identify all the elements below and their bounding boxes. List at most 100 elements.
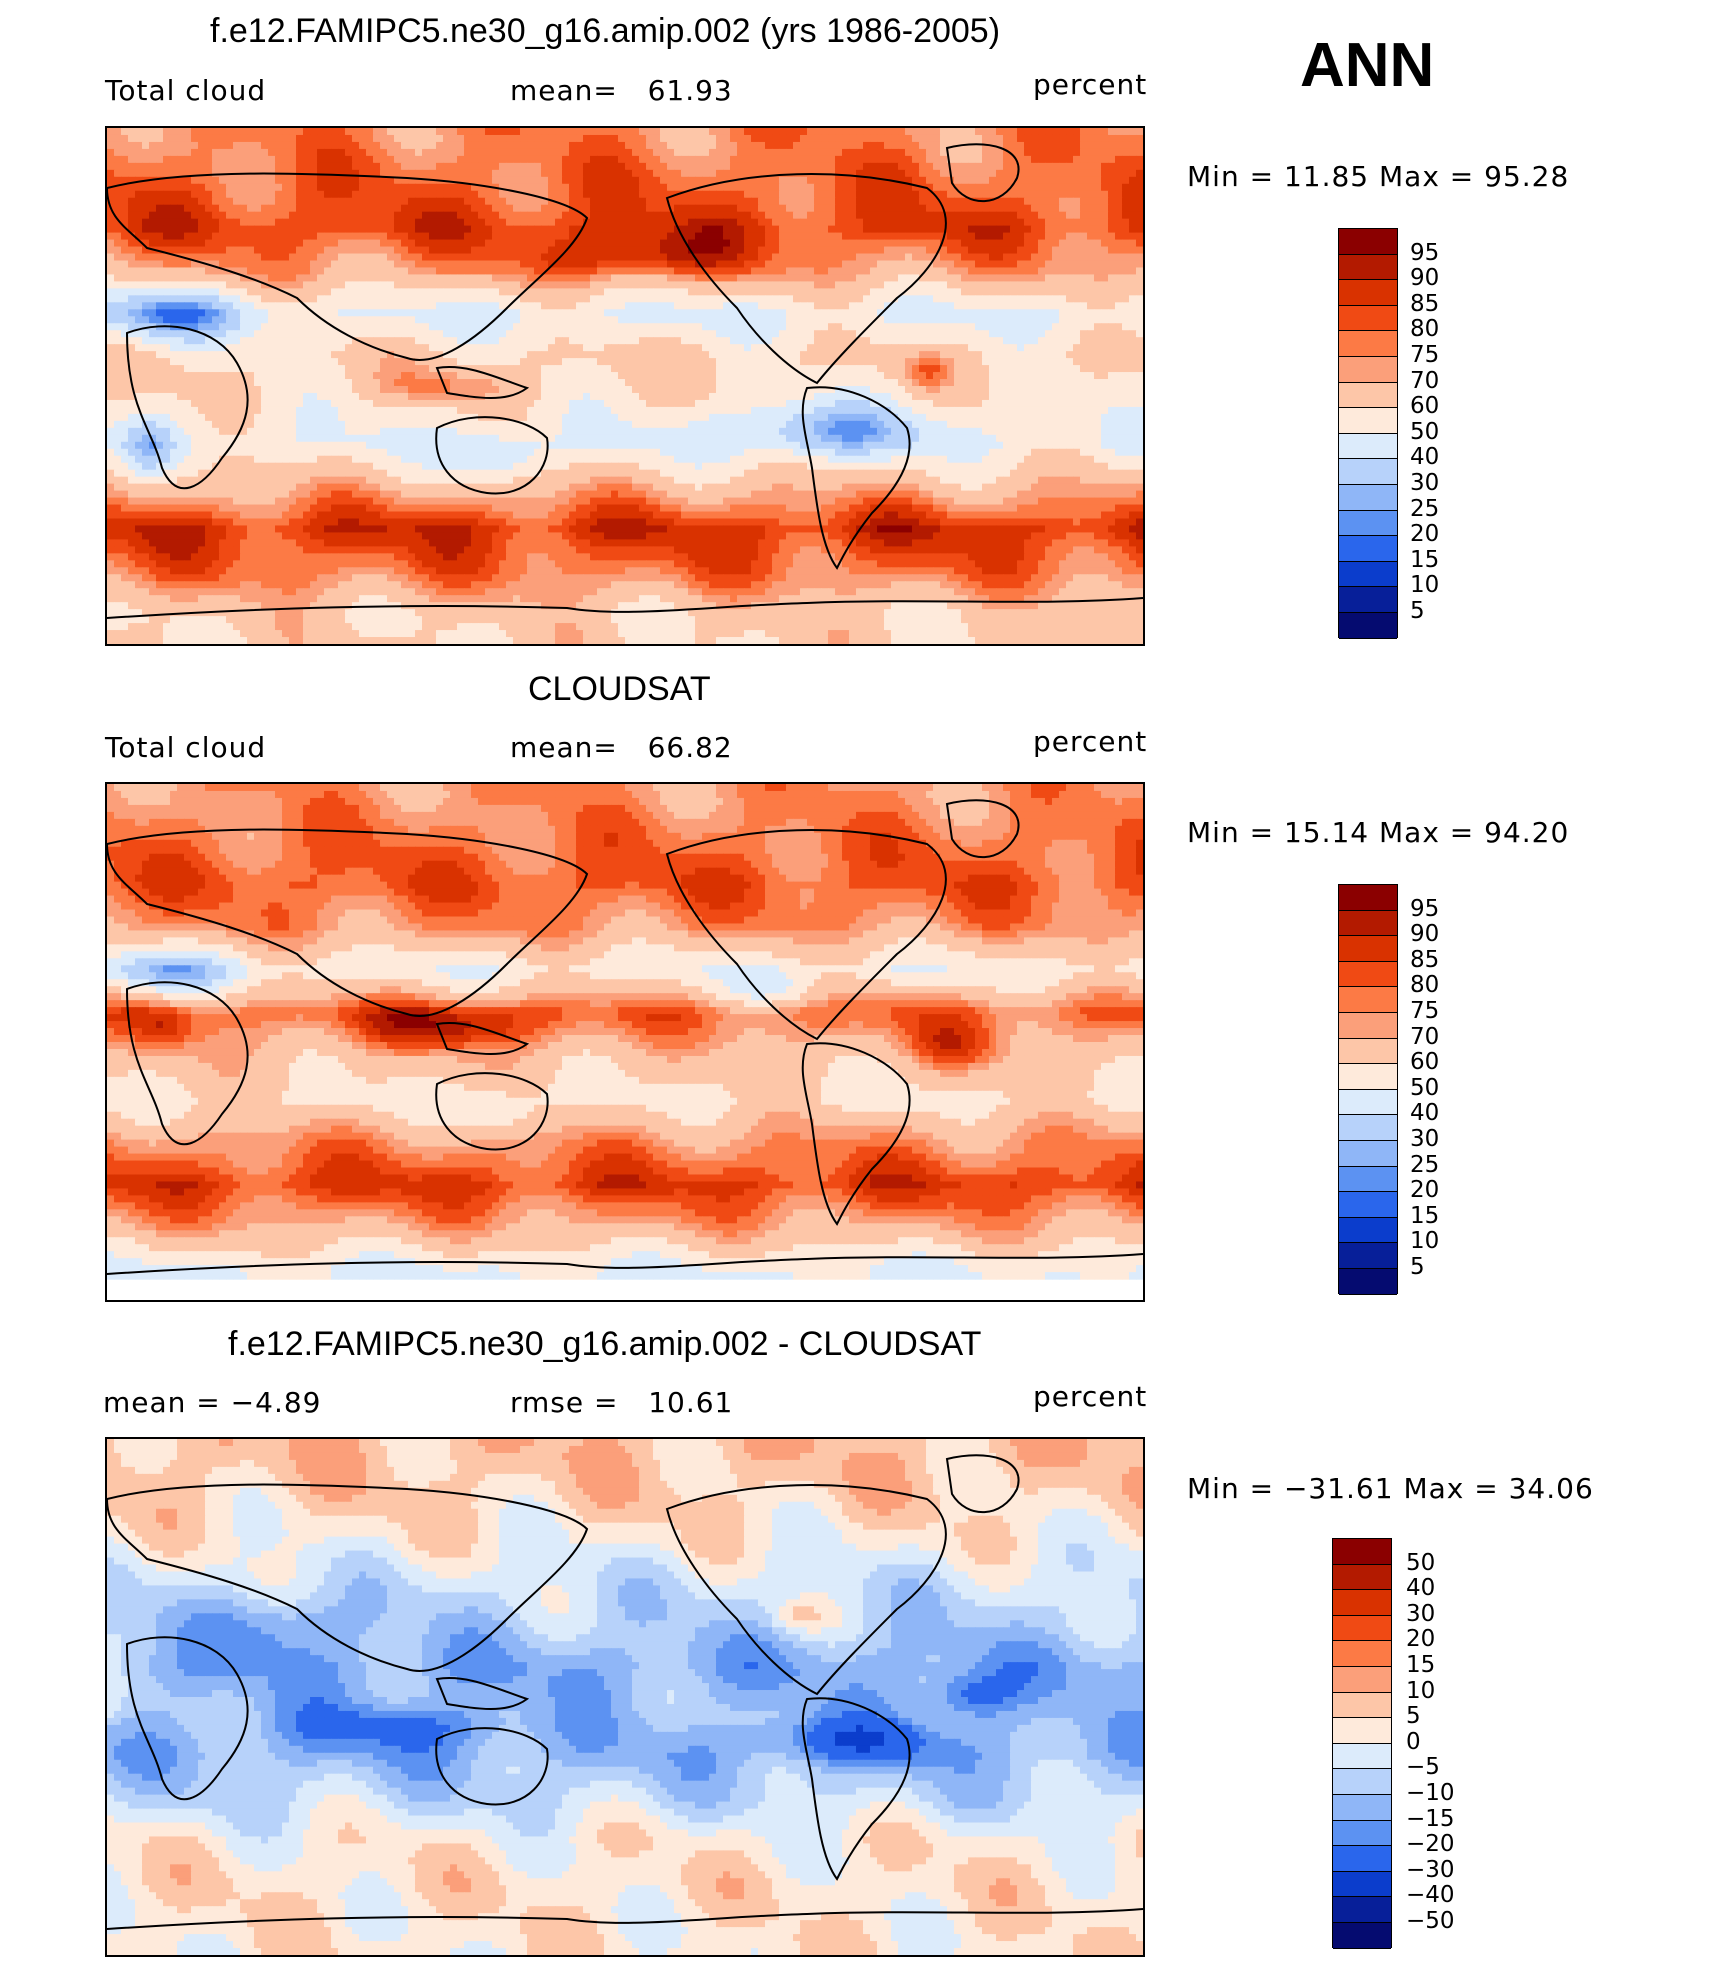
contour-cell xyxy=(996,274,1004,282)
contour-cell xyxy=(996,148,1004,157)
contour-cell xyxy=(121,176,129,185)
contour-cell xyxy=(254,253,262,262)
contour-cell xyxy=(758,232,766,241)
contour-cell xyxy=(1073,316,1081,324)
contour-cell xyxy=(401,148,409,157)
contour-cell xyxy=(1087,128,1095,136)
contour-cell xyxy=(1122,155,1130,164)
contour-cell xyxy=(807,281,815,289)
contour-cell xyxy=(583,267,591,276)
contour-cell xyxy=(1101,288,1109,296)
contour-cell xyxy=(1010,260,1018,269)
contour-cell xyxy=(961,246,969,255)
contour-cell xyxy=(352,288,360,296)
contour-cell xyxy=(163,274,171,282)
contour-cell xyxy=(107,148,115,157)
contour-cell xyxy=(226,183,234,192)
contour-cell xyxy=(611,162,619,171)
contour-cell xyxy=(765,337,773,345)
contour-cell xyxy=(275,148,283,157)
contour-cell xyxy=(625,155,633,164)
contour-cell xyxy=(107,281,115,289)
contour-cell xyxy=(464,358,472,366)
contour-cell xyxy=(681,190,689,199)
contour-cell xyxy=(415,295,423,303)
contour-cell xyxy=(884,197,892,206)
contour-cell xyxy=(240,232,248,241)
contour-cell xyxy=(282,128,290,136)
contour-cell xyxy=(1101,169,1109,178)
contour-cell xyxy=(1087,337,1095,345)
contour-cell xyxy=(667,197,675,206)
contour-cell xyxy=(653,351,661,359)
contour-cell xyxy=(205,323,213,331)
contour-cell xyxy=(135,344,143,352)
contour-cell xyxy=(310,204,318,213)
contour-cell xyxy=(919,218,927,227)
contour-cell xyxy=(695,274,703,282)
contour-cell xyxy=(457,344,465,352)
contour-cell xyxy=(114,295,122,303)
contour-cell xyxy=(800,141,808,150)
contour-cell xyxy=(730,267,738,276)
contour-cell xyxy=(674,155,682,164)
contour-cell xyxy=(128,267,136,276)
contour-cell xyxy=(331,176,339,185)
contour-cell xyxy=(702,330,710,338)
contour-cell xyxy=(471,274,479,282)
contour-cell xyxy=(135,190,143,199)
contour-cell xyxy=(835,141,843,150)
contour-cell xyxy=(142,302,150,310)
contour-cell xyxy=(926,337,934,345)
contour-cell xyxy=(499,169,507,178)
contour-cell xyxy=(401,267,409,276)
contour-cell xyxy=(219,351,227,359)
contour-cell xyxy=(975,128,983,136)
contour-cell xyxy=(261,316,269,324)
contour-cell xyxy=(527,260,535,269)
contour-cell xyxy=(478,204,486,213)
contour-cell xyxy=(1094,162,1102,171)
contour-cell xyxy=(730,169,738,178)
contour-cell xyxy=(800,204,808,213)
contour-cell xyxy=(422,337,430,345)
contour-cell xyxy=(555,246,563,255)
contour-cell xyxy=(198,288,206,296)
contour-cell xyxy=(926,239,934,248)
contour-cell xyxy=(394,218,402,227)
contour-cell xyxy=(870,239,878,248)
contour-cell xyxy=(289,358,297,366)
contour-cell xyxy=(282,351,290,359)
contour-cell xyxy=(331,316,339,324)
contour-cell xyxy=(961,134,969,143)
contour-cell xyxy=(205,239,213,248)
contour-cell xyxy=(807,204,815,213)
contour-cell xyxy=(884,330,892,338)
contour-cell xyxy=(1122,239,1130,248)
contour-cell xyxy=(688,274,696,282)
contour-cell xyxy=(121,148,129,157)
contour-cell xyxy=(317,260,325,269)
contour-cell xyxy=(730,141,738,150)
contour-cell xyxy=(436,128,444,136)
contour-cell xyxy=(653,267,661,276)
contour-cell xyxy=(961,141,969,150)
contour-cell xyxy=(590,183,598,192)
contour-cell xyxy=(1017,267,1025,276)
contour-cell xyxy=(737,169,745,178)
contour-cell xyxy=(639,162,647,171)
contour-cell xyxy=(317,190,325,199)
contour-cell xyxy=(401,218,409,227)
contour-cell xyxy=(765,134,773,143)
contour-cell xyxy=(121,134,129,143)
contour-cell xyxy=(1108,302,1116,310)
contour-cell xyxy=(702,225,710,234)
contour-cell xyxy=(933,225,941,234)
contour-cell xyxy=(744,351,752,359)
contour-cell xyxy=(457,274,465,282)
contour-cell xyxy=(772,239,780,248)
contour-cell xyxy=(1045,344,1053,352)
contour-cell xyxy=(345,204,353,213)
contour-cell xyxy=(303,344,311,352)
contour-cell xyxy=(583,288,591,296)
